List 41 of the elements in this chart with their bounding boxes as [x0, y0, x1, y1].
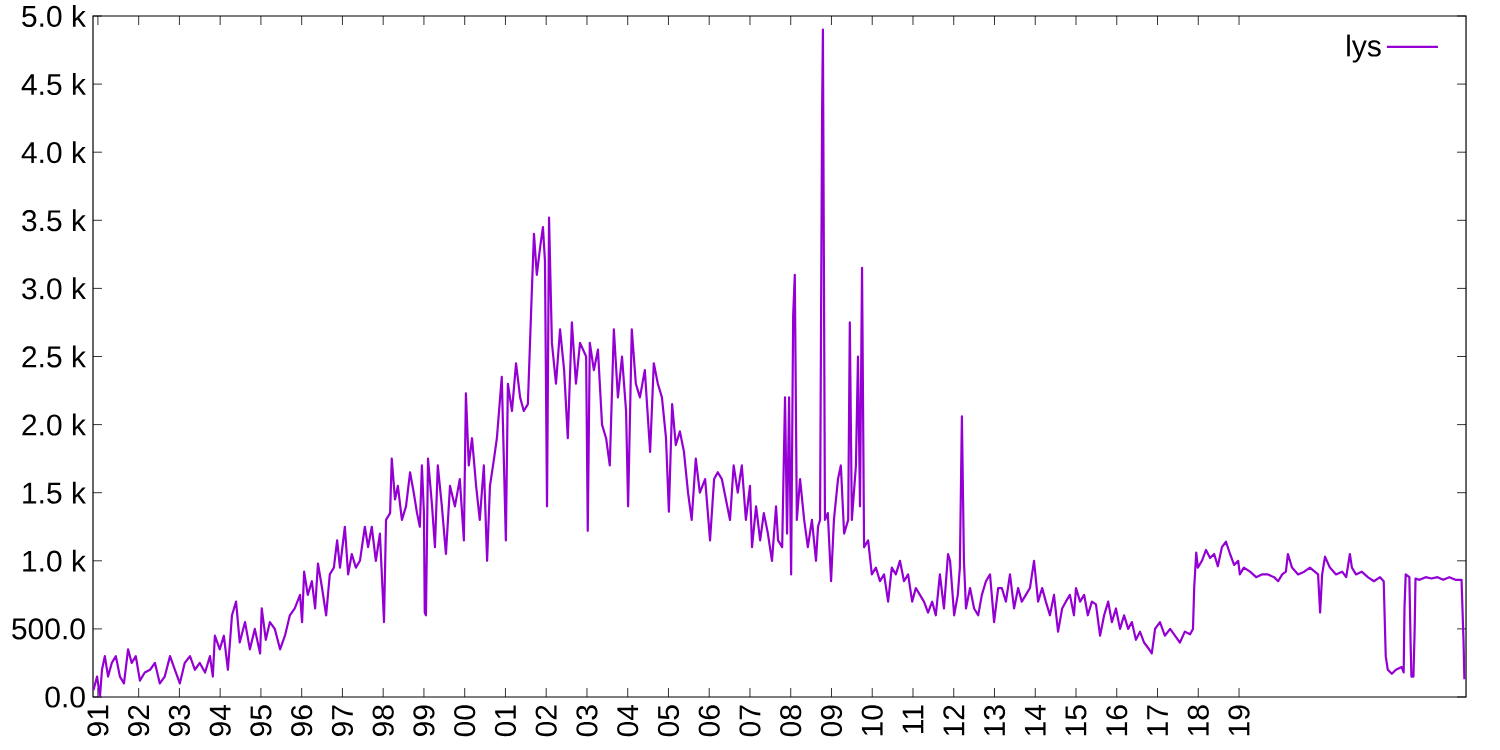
x-tick-label: 94 — [209, 704, 231, 736]
x-tick-label: 07 — [739, 705, 761, 737]
y-tick-label: 5.0 k — [22, 4, 86, 27]
x-tick-label: 97 — [331, 705, 354, 736]
x-tick-label: 16 — [1106, 705, 1128, 736]
x-tick-label: 12 — [943, 705, 965, 736]
x-tick-label: 06 — [698, 705, 720, 737]
x-tick-label: 08 — [780, 705, 802, 737]
x-tick-label: 00 — [454, 705, 476, 737]
y-tick-label: 1.5 k — [23, 481, 86, 504]
x-tick-label: 17 — [1147, 705, 1168, 736]
x-tick-label: 98 — [372, 705, 394, 736]
x-tick-label: 11 — [902, 705, 924, 733]
x-tick-label: 02 — [535, 705, 557, 737]
y-tick-label: 500.0 — [12, 618, 85, 640]
x-tick-label: 19 — [1228, 705, 1250, 736]
x-tick-label: 91 — [87, 705, 109, 736]
x-tick-label: 95 — [250, 705, 272, 736]
y-tick-label: 0.0 — [45, 686, 85, 708]
x-tick-label: 10 — [861, 705, 883, 736]
y-tick-label: 2.5 k — [22, 345, 86, 368]
x-tick-label: 15 — [1065, 705, 1087, 736]
x-tick-label: 99 — [413, 705, 435, 736]
y-tick-label: 4.5 k — [21, 73, 86, 96]
x-tick-label: 09 — [820, 705, 843, 737]
x-tick-label: 01 — [494, 705, 517, 737]
x-tick-label: 03 — [576, 705, 598, 737]
x-tick-label: 93 — [168, 705, 191, 736]
x-tick-label: 04 — [617, 704, 639, 737]
x-tick-label: 14 — [1024, 704, 1046, 736]
y-tick-label: 3.0 k — [22, 277, 86, 300]
x-tick-label: 05 — [657, 705, 680, 737]
y-tick-label: 4.0 k — [21, 141, 86, 164]
y-tick-label: 2.0 k — [22, 413, 86, 436]
x-tick-label: 18 — [1187, 705, 1209, 736]
y-tick-label: 3.5 k — [22, 209, 86, 232]
x-tick-label: 96 — [291, 705, 313, 736]
legend-label: lys — [1347, 34, 1381, 63]
y-tick-label: 1.0 k — [23, 549, 86, 572]
x-tick-label: 13 — [983, 705, 1006, 736]
x-tick-label: 92 — [128, 705, 150, 736]
